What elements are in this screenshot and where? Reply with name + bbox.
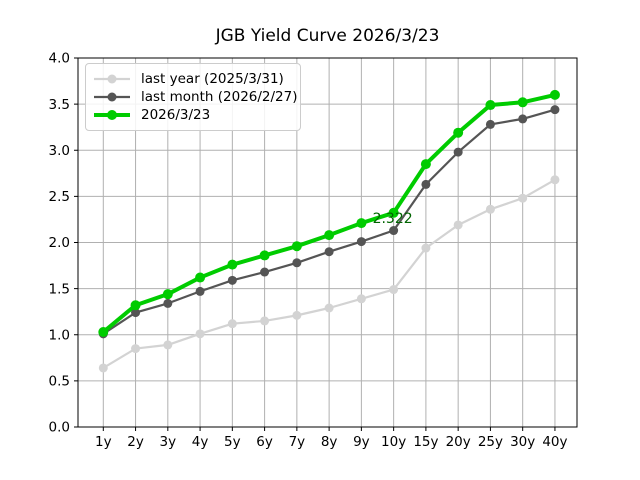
data-point-marker: [98, 326, 109, 337]
data-point-marker: [518, 193, 528, 203]
y-tick-label: 3.5: [49, 97, 70, 113]
data-point-marker: [260, 267, 270, 277]
data-point-marker: [453, 220, 463, 230]
data-point-marker: [388, 207, 399, 218]
data-point-marker: [453, 127, 464, 138]
data-point-marker: [421, 179, 431, 189]
legend-item: last year (2025/3/31): [93, 70, 292, 88]
legend-marker: [107, 110, 117, 120]
data-point-marker: [485, 119, 495, 129]
x-tick-label: 20y: [446, 434, 471, 450]
y-tick-label: 2.0: [49, 235, 70, 251]
y-tick-label: 3.0: [49, 143, 70, 159]
legend-label: last month (2026/2/27): [141, 89, 298, 105]
legend-label: last year (2025/3/31): [141, 71, 284, 87]
data-point-marker: [324, 230, 335, 241]
x-tick-label: 4y: [192, 434, 209, 450]
x-tick-label: 3y: [160, 434, 177, 450]
data-point-marker: [227, 275, 237, 285]
data-point-marker: [259, 250, 270, 261]
data-point-marker: [195, 329, 205, 339]
data-point-marker: [550, 105, 560, 115]
data-point-marker: [517, 97, 528, 108]
data-point-marker: [485, 204, 495, 214]
y-tick-label: 2.5: [49, 189, 70, 205]
data-point-marker: [356, 294, 366, 304]
data-point-marker: [453, 147, 463, 157]
data-point-marker: [195, 272, 206, 283]
data-point-marker: [356, 218, 367, 229]
y-tick-label: 0.5: [49, 374, 70, 390]
legend: last year (2025/3/31) last month (2026/2/…: [85, 63, 301, 131]
data-point-marker: [131, 308, 141, 318]
x-tick-label: 7y: [289, 434, 306, 450]
chart-title: JGB Yield Curve 2026/3/23: [215, 26, 440, 46]
legend-label: 2026/3/23: [141, 107, 211, 123]
data-point-marker: [163, 298, 173, 308]
point-value-annotation: 2.322: [373, 211, 413, 227]
legend-marker: [107, 92, 117, 102]
x-tick-label: 9y: [353, 434, 370, 450]
legend-line-marker-icon: [94, 74, 130, 84]
data-point-marker: [292, 310, 302, 320]
data-point-marker: [389, 226, 399, 236]
data-point-marker: [292, 258, 302, 268]
y-tick-label: 4.0: [49, 51, 70, 67]
data-point-marker: [324, 303, 334, 313]
data-point-marker: [356, 237, 366, 247]
legend-item: 2026/3/23: [93, 106, 292, 124]
data-point-marker: [389, 285, 399, 295]
x-tick-label: 6y: [256, 434, 273, 450]
data-point-marker: [485, 100, 496, 111]
data-point-marker: [324, 247, 334, 257]
y-tick-label: 1.5: [49, 281, 70, 297]
x-tick-label: 2y: [127, 434, 144, 450]
data-point-marker: [291, 241, 302, 252]
data-point-marker: [420, 159, 431, 170]
x-tick-label: 25y: [478, 434, 503, 450]
legend-line-marker-icon: [94, 92, 130, 102]
x-tick-label: 30y: [510, 434, 535, 450]
data-point-marker: [98, 363, 108, 373]
data-point-marker: [549, 89, 560, 100]
data-point-marker: [130, 300, 141, 311]
data-point-marker: [260, 316, 270, 326]
data-point-marker: [227, 259, 238, 270]
legend-item: last month (2026/2/27): [93, 88, 298, 106]
y-tick-label: 0.0: [49, 420, 70, 436]
data-point-marker: [162, 289, 173, 300]
x-tick-label: 15y: [413, 434, 438, 450]
data-point-marker: [131, 344, 141, 354]
x-tick-label: 10y: [381, 434, 406, 450]
data-point-marker: [163, 340, 173, 350]
data-point-marker: [518, 114, 528, 124]
x-tick-label: 5y: [224, 434, 241, 450]
data-point-marker: [421, 243, 431, 253]
data-point-marker: [227, 319, 237, 329]
x-tick-label: 40y: [542, 434, 567, 450]
legend-marker: [107, 74, 117, 84]
data-point-marker: [550, 175, 560, 185]
x-tick-label: 8y: [321, 434, 338, 450]
y-tick-label: 1.0: [49, 327, 70, 343]
legend-line-marker-icon: [94, 110, 130, 120]
x-tick-label: 1y: [95, 434, 112, 450]
data-point-marker: [195, 286, 205, 296]
